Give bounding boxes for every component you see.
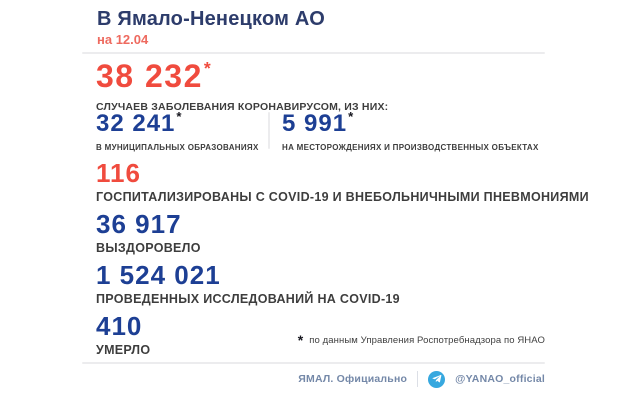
breakdown-oilfields-number: 5 991 [282, 110, 348, 137]
bottom-divider [82, 362, 545, 364]
stat-recovered: 36 917 ВЫЗДОРОВЕЛО [96, 211, 201, 255]
breakdown-oilfields-label: НА МЕСТОРОЖДЕНИЯХ И ПРОИЗВОДСТВЕННЫХ ОБЪ… [282, 143, 539, 152]
telegram-icon[interactable] [428, 370, 446, 388]
breakdown-row: 32 241* В МУНИЦИПАЛЬНЫХ ОБРАЗОВАНИЯХ 5 9… [96, 109, 539, 152]
footer-brand: ЯМАЛ. Официально [298, 373, 408, 385]
stat-hospitalized: 116 ГОСПИТАЛИЗИРОВАНЫ С COVID-19 И ВНЕБО… [96, 160, 589, 204]
breakdown-municipal-label: В МУНИЦИПАЛЬНЫХ ОБРАЗОВАНИЯХ [96, 143, 259, 152]
breakdown-oilfields-value: 5 991* [282, 109, 539, 139]
stat-deaths: 410 УМЕРЛО [96, 313, 150, 357]
stat-recovered-value: 36 917 [96, 209, 182, 239]
asterisk-mark: * [348, 109, 354, 125]
total-cases-value: 38 232* [96, 57, 388, 96]
total-cases-label: СЛУЧАЕВ ЗАБОЛЕВАНИЯ КОРОНАВИРУСОМ, ИЗ НИ… [96, 101, 389, 113]
top-divider [82, 52, 545, 54]
total-cases-number: 38 232 [96, 58, 203, 94]
stat-hospitalized-label: ГОСПИТАЛИЗИРОВАНЫ С COVID-19 И ВНЕБОЛЬНИ… [96, 190, 589, 204]
breakdown-oilfields: 5 991* НА МЕСТОРОЖДЕНИЯХ И ПРОИЗВОДСТВЕН… [282, 109, 539, 152]
footer: ЯМАЛ. Официально @YANAO_official [298, 369, 545, 389]
header: В Ямало-Ненецком АО на 12.04 [97, 8, 325, 47]
asterisk-mark: * [176, 109, 182, 125]
stat-deaths-value: 410 [96, 311, 143, 341]
footnote-text: по данным Управления Роспотребнадзора по… [309, 335, 545, 346]
date-label: на 12.04 [97, 32, 149, 47]
stat-tests-value: 1 524 021 [96, 260, 221, 290]
stat-deaths-label: УМЕРЛО [96, 343, 151, 357]
telegram-handle[interactable]: @YANAO_official [455, 373, 545, 385]
breakdown-municipal: 32 241* В МУНИЦИПАЛЬНЫХ ОБРАЗОВАНИЯХ [96, 109, 262, 152]
stat-hospitalized-value: 116 [96, 158, 141, 188]
stat-tests-label: ПРОВЕДЕННЫХ ИССЛЕДОВАНИЙ НА COVID-19 [96, 292, 400, 306]
total-cases-stat: 38 232* СЛУЧАЕВ ЗАБОЛЕВАНИЯ КОРОНАВИРУСО… [96, 57, 389, 113]
footnote-marker: * [297, 332, 304, 348]
stat-recovered-label: ВЫЗДОРОВЕЛО [96, 241, 201, 255]
footnote: * по данным Управления Роспотребнадзора … [297, 332, 545, 348]
stat-tests: 1 524 021 ПРОВЕДЕННЫХ ИССЛЕДОВАНИЙ НА CO… [96, 262, 400, 306]
footer-divider [417, 371, 419, 387]
breakdown-divider [268, 112, 270, 149]
page-title: В Ямало-Ненецком АО [97, 8, 325, 30]
breakdown-municipal-value: 32 241* [96, 109, 262, 139]
breakdown-municipal-number: 32 241 [96, 110, 176, 137]
asterisk-mark: * [203, 57, 211, 78]
